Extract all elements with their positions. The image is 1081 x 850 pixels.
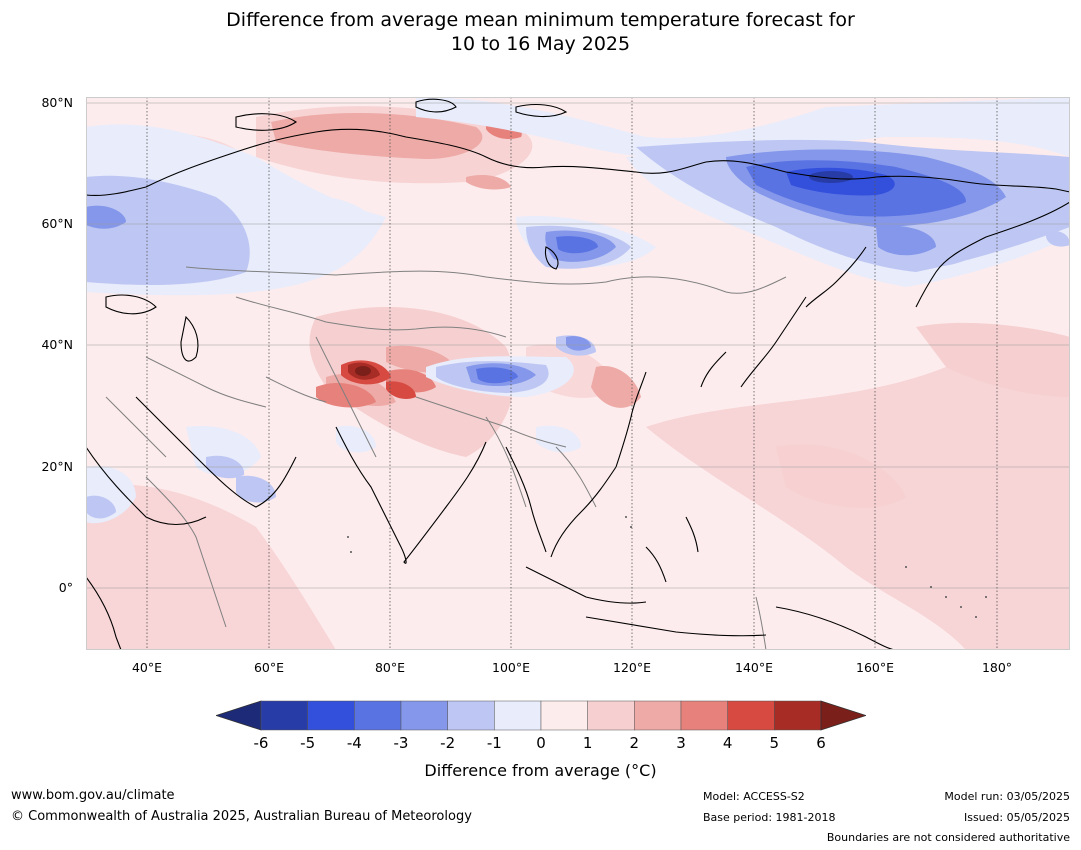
footer-model: Model: ACCESS-S2 [703, 790, 805, 803]
colorbar-tick-label: 0 [536, 734, 546, 752]
colorbar-tick-label: -2 [440, 734, 456, 752]
colorbar-tick-label: 2 [629, 734, 640, 752]
lat-label-20n: 20°N [41, 459, 73, 474]
footer-issued: Issued: 05/05/2025 [963, 811, 1070, 824]
lon-label-40e: 40°E [131, 660, 163, 675]
colorbar-over-triangle [820, 700, 868, 731]
lon-label-160e: 160°E [855, 660, 895, 675]
lon-label-100e: 100°E [491, 660, 531, 675]
footer-copyright: © Commonwealth of Australia 2025, Austra… [11, 809, 472, 824]
latitude-gridlines [86, 102, 1070, 589]
footer-model-run: Model run: 03/05/2025 [944, 790, 1070, 803]
colorbar [214, 700, 868, 732]
colorbar-segment [354, 700, 402, 731]
colorbar-segment [260, 700, 308, 731]
title-line-2: 10 to 16 May 2025 [450, 33, 631, 55]
lon-label-80e: 80°E [374, 660, 406, 675]
colorbar-segment [540, 700, 588, 731]
colorbar-segment [400, 700, 448, 731]
colorbar-segment [634, 700, 682, 731]
map-svg [86, 97, 1070, 650]
colorbar-tick-label: -1 [486, 734, 502, 752]
colorbar-segment [727, 700, 775, 731]
colorbar-tick-label: 3 [676, 734, 686, 752]
lat-label-60n: 60°N [41, 216, 73, 231]
footer-url: www.bom.gov.au/climate [11, 788, 175, 803]
colorbar-tick-label: 6 [816, 734, 826, 752]
longitude-gridlines [146, 97, 998, 650]
colorbar-segment [680, 700, 728, 731]
colorbar-tick-label: -4 [346, 734, 362, 752]
lon-label-120e: 120°E [612, 660, 652, 675]
anomaly-over-6-regions [355, 366, 371, 376]
colorbar-segment [447, 700, 495, 731]
footer-base-period: Base period: 1981-2018 [703, 811, 836, 824]
colorbar-svg [214, 700, 868, 731]
colorbar-label: Difference from average (°C) [424, 761, 657, 780]
lat-label-40n: 40°N [41, 337, 73, 352]
lat-label-80n: 80°N [41, 95, 73, 110]
lat-label-0: 0° [58, 580, 73, 595]
colorbar-segment [307, 700, 355, 731]
footer-boundaries: Boundaries are not considered authoritat… [826, 831, 1070, 844]
colorbar-tick-label: 4 [722, 734, 733, 752]
small-islands [347, 516, 987, 618]
forecast-map [86, 97, 1070, 650]
colorbar-segment [774, 700, 822, 731]
colorbar-tick-label: 1 [582, 734, 593, 752]
colorbar-segment [587, 700, 635, 731]
colorbar-tick-label: -5 [300, 734, 316, 752]
map-border [86, 97, 1070, 650]
title-line-1: Difference from average mean minimum tem… [226, 9, 855, 31]
lon-label-140e: 140°E [734, 660, 774, 675]
lon-label-60e: 60°E [253, 660, 285, 675]
lon-label-180: 180° [981, 660, 1013, 675]
colorbar-tick-label: -3 [393, 734, 409, 752]
coastlines [86, 98, 1070, 650]
colorbar-tick-label: -6 [253, 734, 269, 752]
country-borders [105, 266, 787, 650]
colorbar-under-triangle [214, 700, 262, 731]
anomaly-neg6-neg5-regions [809, 171, 853, 183]
colorbar-tick-label: 5 [769, 734, 780, 752]
chart-title: Difference from average mean minimum tem… [0, 8, 1081, 56]
colorbar-segment [494, 700, 542, 731]
